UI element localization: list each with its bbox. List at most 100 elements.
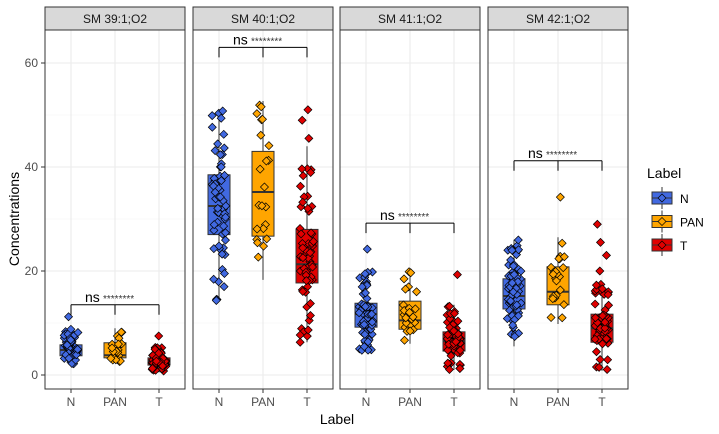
- y-tick-label: 60: [25, 56, 39, 70]
- annotation-stars: ********: [103, 294, 134, 305]
- data-point: [367, 317, 377, 327]
- facet-panel: SM 42:1;O2 ns ******** N PAN T: [487, 6, 629, 409]
- data-point: [400, 335, 410, 345]
- box-n: [59, 312, 83, 369]
- data-points: [502, 235, 526, 341]
- data-point: [107, 343, 117, 353]
- data-point: [559, 252, 569, 262]
- outlier-point: [297, 115, 307, 125]
- box-t: [295, 105, 319, 347]
- significance-annotation: ns ********: [70, 289, 160, 315]
- data-point: [62, 340, 72, 350]
- y-axis: 0 20 40 60: [25, 56, 45, 382]
- data-point: [209, 225, 219, 235]
- data-point: [308, 262, 318, 272]
- data-point: [558, 263, 568, 273]
- data-point: [116, 327, 126, 337]
- data-point: [303, 203, 313, 213]
- data-point: [214, 241, 224, 251]
- annotation-ns: ns: [85, 289, 100, 305]
- data-point: [559, 300, 569, 310]
- data-point: [451, 337, 461, 347]
- data-point: [207, 111, 217, 121]
- data-point: [602, 365, 612, 375]
- box-iqr: [251, 150, 275, 237]
- significance-annotation: ns ********: [365, 207, 455, 234]
- x-tick-label: N: [215, 395, 224, 409]
- legend-label: PAN: [680, 216, 704, 230]
- x-tick-label: N: [67, 395, 76, 409]
- facet-strip-label: SM 42:1;O2: [526, 12, 590, 26]
- data-point: [508, 320, 518, 330]
- data-point: [595, 355, 605, 365]
- data-point: [261, 156, 271, 166]
- y-tick-label: 0: [31, 368, 38, 382]
- data-points: [354, 244, 378, 355]
- data-point: [453, 316, 463, 326]
- significance-annotation: ns ********: [513, 145, 603, 171]
- data-point: [264, 141, 274, 151]
- data-point: [255, 164, 265, 174]
- data-point: [412, 287, 422, 297]
- x-tick-label: PAN: [251, 395, 275, 409]
- data-point: [158, 361, 168, 371]
- data-point: [253, 252, 263, 262]
- facet-strip-label: SM 40:1;O2: [231, 12, 295, 26]
- data-point: [257, 201, 267, 211]
- data-point: [410, 304, 420, 314]
- data-point: [449, 309, 459, 319]
- facet-strip-label: SM 39:1;O2: [83, 12, 147, 26]
- facet-strip-label: SM 41:1;O2: [378, 12, 442, 26]
- data-point: [219, 282, 229, 292]
- data-point: [512, 300, 522, 310]
- data-point: [591, 280, 601, 290]
- data-point: [591, 347, 601, 357]
- data-point: [64, 353, 74, 363]
- data-point: [399, 274, 409, 284]
- box-t: [442, 270, 466, 375]
- data-point: [305, 298, 315, 308]
- outlier-point: [595, 266, 605, 276]
- data-point: [443, 345, 453, 355]
- data-point: [363, 337, 373, 347]
- legend-key-pan: PAN: [651, 210, 704, 233]
- data-point: [296, 229, 306, 239]
- data-point: [590, 299, 600, 309]
- data-point: [360, 269, 370, 279]
- data-point: [590, 313, 600, 323]
- data-point: [516, 266, 526, 276]
- x-axis-title: Label: [320, 411, 354, 427]
- data-point: [215, 192, 225, 202]
- data-point: [594, 362, 604, 372]
- data-point: [298, 286, 308, 296]
- data-point: [303, 325, 313, 335]
- data-point: [73, 344, 83, 354]
- data-point: [73, 327, 83, 337]
- box-n: [207, 106, 231, 306]
- data-points: [295, 105, 318, 347]
- data-point: [259, 241, 269, 251]
- data-point: [400, 284, 410, 294]
- data-point: [555, 285, 565, 295]
- box-n: [354, 244, 378, 355]
- data-point: [306, 228, 316, 238]
- data-point: [302, 331, 312, 341]
- data-point: [308, 237, 318, 247]
- box-pan: [103, 327, 127, 366]
- significance-annotation: ns ********: [218, 31, 308, 58]
- data-point: [510, 332, 520, 341]
- data-point: [216, 162, 226, 172]
- facet-panel: SM 39:1;O2 ns ******** N PAN T: [44, 6, 186, 409]
- data-points: [106, 327, 127, 366]
- data-point: [210, 146, 220, 156]
- data-point: [256, 102, 266, 112]
- data-point: [597, 339, 607, 349]
- data-point: [210, 187, 220, 197]
- annotation-stars: ********: [398, 212, 429, 223]
- data-point: [221, 201, 231, 211]
- data-point: [506, 296, 516, 306]
- data-point: [507, 278, 517, 288]
- data-point: [220, 228, 230, 238]
- outlier-point: [452, 270, 462, 280]
